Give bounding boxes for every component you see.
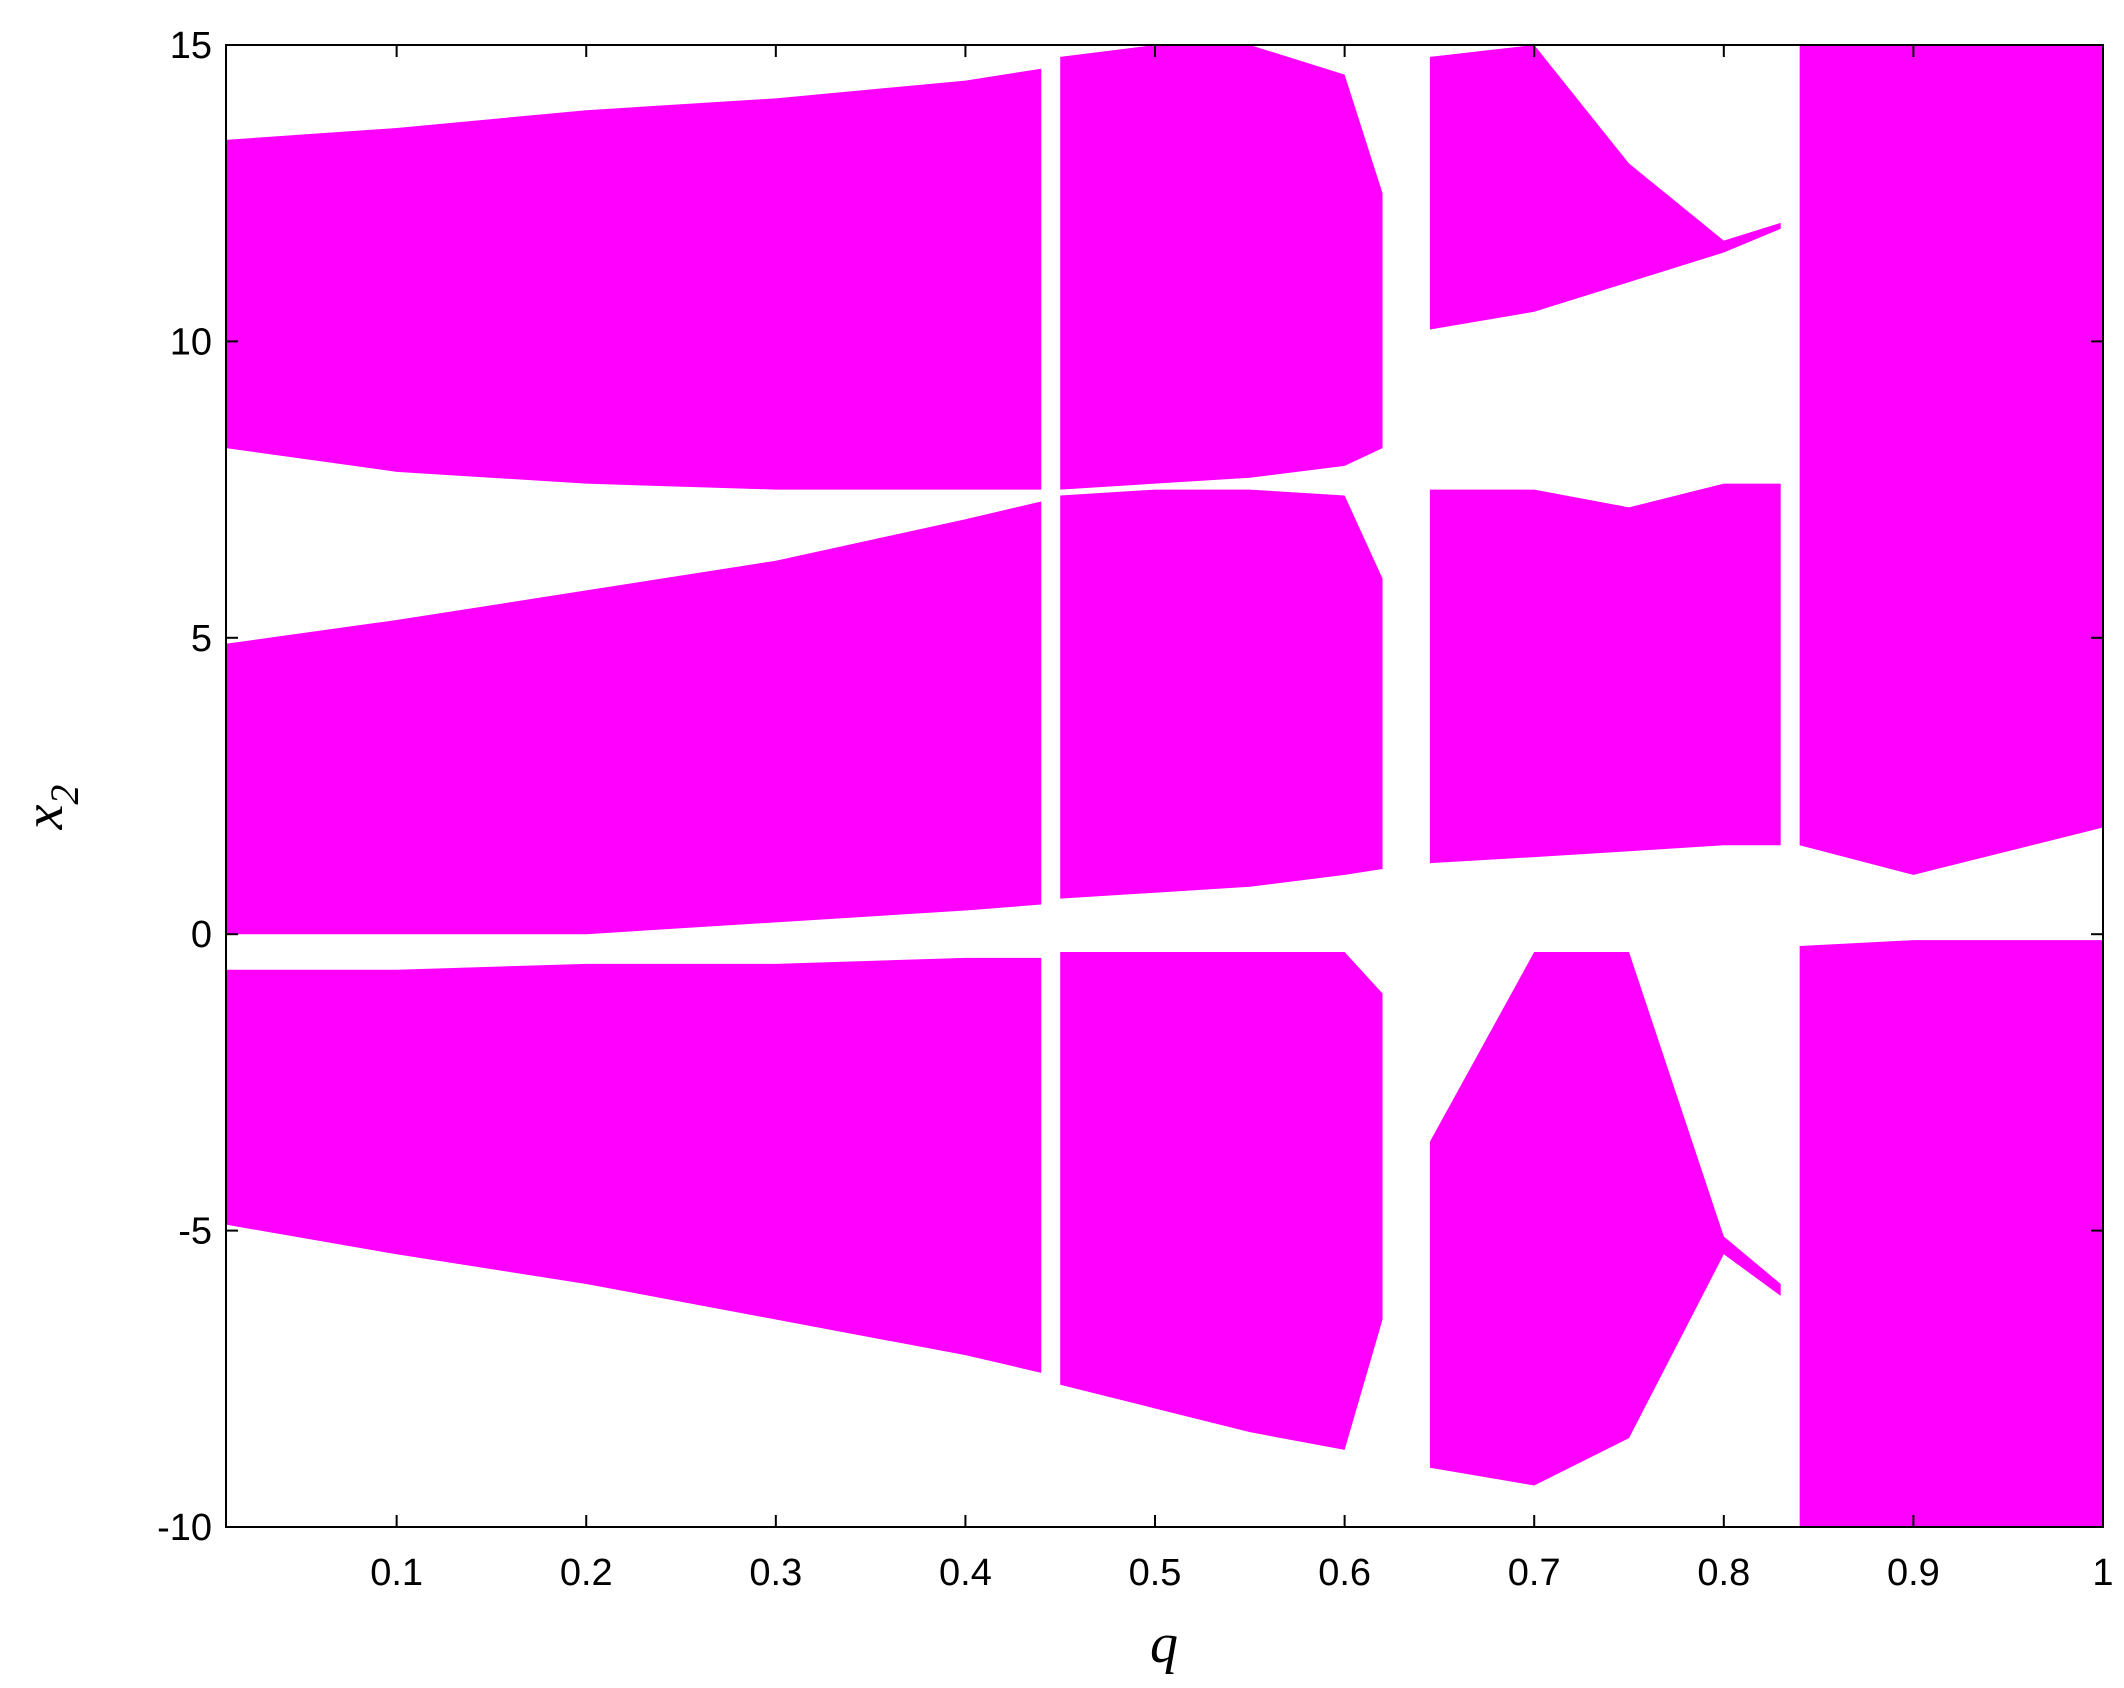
x-tick-label: 0.9 [1887,1552,1940,1594]
range-band [1060,951,1383,1450]
plot-frame [225,44,2104,1528]
x-tick-label: 0.2 [560,1552,613,1594]
range-band [226,501,1042,935]
range-band [1799,940,2103,1527]
x-tick-label: 1 [2092,1552,2113,1594]
x-tick-label: 0.1 [370,1552,423,1594]
y-tick-label: -5 [178,1211,212,1253]
range-band [226,957,1042,1373]
range-band [1429,45,1781,330]
x-tick-label: 0.8 [1697,1552,1750,1594]
range-band [1060,45,1383,490]
y-tick-label: 15 [170,25,212,67]
y-axis-label: x2 [13,785,87,831]
x-tick-label: 0.4 [939,1552,992,1594]
range-band [1060,489,1383,899]
y-tick-label: 0 [191,914,212,956]
y-tick-label: 10 [170,321,212,363]
x-axis-label: q [1150,1613,1178,1675]
y-label-sub: 2 [42,785,87,805]
x-tick-label: 0.6 [1318,1552,1371,1594]
y-label-base: x [13,804,75,830]
x-tick-label: 0.7 [1508,1552,1561,1594]
range-band [1429,951,1781,1486]
y-tick-label: 5 [191,618,212,660]
x-tick-label: 0.5 [1129,1552,1182,1594]
x-tick-label: 0.3 [749,1552,802,1594]
range-band [1799,45,2103,875]
range-band [1429,483,1781,864]
y-tick-label: -10 [157,1507,212,1549]
range-band [226,68,1042,490]
